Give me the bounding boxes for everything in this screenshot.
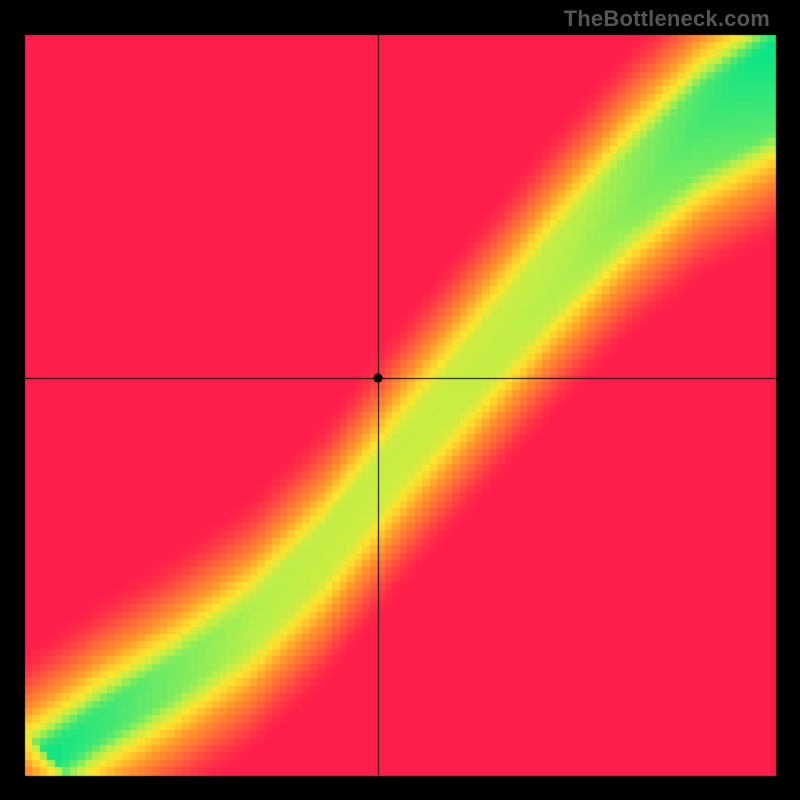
chart-frame: TheBottleneck.com [0,0,800,800]
watermark-text: TheBottleneck.com [564,6,770,32]
bottleneck-heatmap [0,0,800,800]
